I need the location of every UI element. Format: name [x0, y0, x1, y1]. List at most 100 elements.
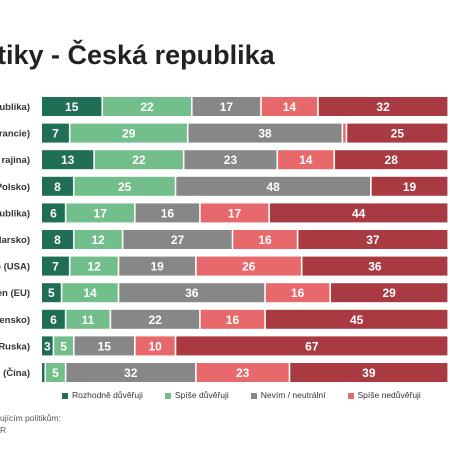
- bar-segment: [42, 309, 65, 329]
- data-label: 28: [385, 153, 399, 167]
- data-label: 5: [52, 366, 59, 380]
- bar-segment: [42, 203, 65, 223]
- data-label: 14: [83, 286, 97, 300]
- data-label: 16: [226, 313, 240, 327]
- bar-segment: [54, 336, 73, 356]
- legend-swatch: [164, 392, 171, 399]
- data-label: 36: [368, 260, 382, 274]
- bar-segment: [290, 363, 448, 382]
- data-label: 19: [403, 180, 417, 194]
- legend-swatch: [347, 392, 354, 399]
- bar-segment: [70, 123, 187, 143]
- bar-segment: [135, 336, 175, 356]
- data-label: 17: [220, 100, 234, 114]
- category-label: Ruska): [0, 341, 30, 352]
- legend-swatch: [250, 392, 257, 399]
- bar-segment: [103, 97, 191, 116]
- bar-segment: [42, 256, 69, 276]
- data-label: 32: [376, 100, 390, 114]
- bar-segment: [176, 336, 448, 356]
- bar-segment: [265, 283, 330, 303]
- data-label: 5: [60, 339, 67, 353]
- data-label: 23: [236, 366, 250, 380]
- bar-segment: [233, 230, 297, 249]
- legend: Rozhodně důvěřuji Spíše důvěřuji Nevím / n…: [62, 390, 443, 400]
- footnote-line-1: ujícím politikům:: [0, 413, 61, 423]
- bar-segment: [200, 309, 265, 329]
- data-label: 6: [50, 206, 57, 220]
- data-label: 17: [94, 206, 108, 220]
- bar-segment: [261, 97, 318, 116]
- bar-segment: [42, 283, 61, 303]
- bar-segment: [278, 150, 334, 170]
- bar-segment: [192, 97, 261, 116]
- bar-segment: [196, 363, 289, 382]
- data-label: 26: [242, 260, 256, 274]
- bar-segment: [343, 123, 346, 143]
- data-label: 44: [352, 206, 366, 220]
- data-label: 8: [54, 180, 61, 194]
- bar-segment: [74, 336, 135, 356]
- category-label: ublika): [0, 208, 30, 219]
- legend-item: Rozhodně důvěřuji: [62, 390, 143, 400]
- bar-segment: [176, 176, 371, 196]
- data-label: 17: [228, 206, 242, 220]
- bar-segment: [46, 363, 65, 382]
- category-label: o (USA): [0, 262, 30, 273]
- bar-segment: [74, 230, 122, 249]
- data-label: 14: [283, 100, 297, 114]
- data-label: 22: [140, 100, 154, 114]
- data-label: 7: [52, 127, 59, 141]
- data-label: 11: [82, 313, 95, 327]
- data-label: 15: [98, 339, 112, 353]
- legend-label: Spíše nedůvěřuji: [357, 390, 421, 400]
- data-label: 12: [87, 260, 101, 274]
- data-label: 16: [258, 233, 272, 247]
- data-label: 48: [267, 180, 281, 194]
- data-label: 32: [124, 366, 138, 380]
- data-label: 27: [171, 233, 185, 247]
- legend-label: Nevím / neutrální: [260, 390, 326, 400]
- data-label: 12: [92, 233, 106, 247]
- category-label: (Čína): [3, 367, 30, 379]
- data-label: 22: [148, 313, 162, 327]
- bar-segment: [62, 283, 118, 303]
- bar-segment: [123, 230, 232, 249]
- category-label: larsko): [0, 235, 30, 246]
- bar-segment: [302, 256, 448, 276]
- bar-segment: [111, 309, 200, 329]
- bar-segment: [66, 309, 110, 329]
- bar-segment: [42, 336, 53, 356]
- bar-segment: [42, 123, 69, 143]
- data-label: 7: [52, 260, 59, 274]
- data-label: 22: [132, 153, 146, 167]
- bar-segment: [184, 150, 277, 170]
- data-label: 38: [258, 127, 272, 141]
- data-label: 29: [383, 286, 397, 300]
- bar-segment: [42, 230, 73, 249]
- legend-item: Nevím / neutrální: [250, 390, 326, 400]
- data-label: 16: [291, 286, 305, 300]
- category-label: ensko): [0, 315, 30, 326]
- category-label: rajina): [1, 155, 30, 166]
- data-label: 67: [305, 339, 319, 353]
- data-label: 45: [350, 313, 364, 327]
- bar-segment: [66, 363, 196, 382]
- bar-segment: [42, 176, 73, 196]
- legend-item: Spíše nedůvěřuji: [347, 390, 421, 400]
- legend-label: Spíše důvěřuji: [174, 390, 229, 400]
- data-label: 39: [362, 366, 376, 380]
- bar-segment: [70, 256, 118, 276]
- bar-segment: [42, 97, 102, 116]
- bar-segment: [200, 203, 269, 223]
- bar-segment: [298, 230, 448, 249]
- bar-segment: [94, 150, 183, 170]
- data-label: 23: [224, 153, 238, 167]
- data-label: 25: [391, 127, 405, 141]
- legend-item: Spíše důvěřuji: [164, 390, 229, 400]
- bar-segment: [265, 309, 448, 329]
- data-label: 37: [366, 233, 380, 247]
- data-label: 14: [299, 153, 313, 167]
- data-label: 13: [61, 153, 75, 167]
- data-label: 15: [65, 100, 79, 114]
